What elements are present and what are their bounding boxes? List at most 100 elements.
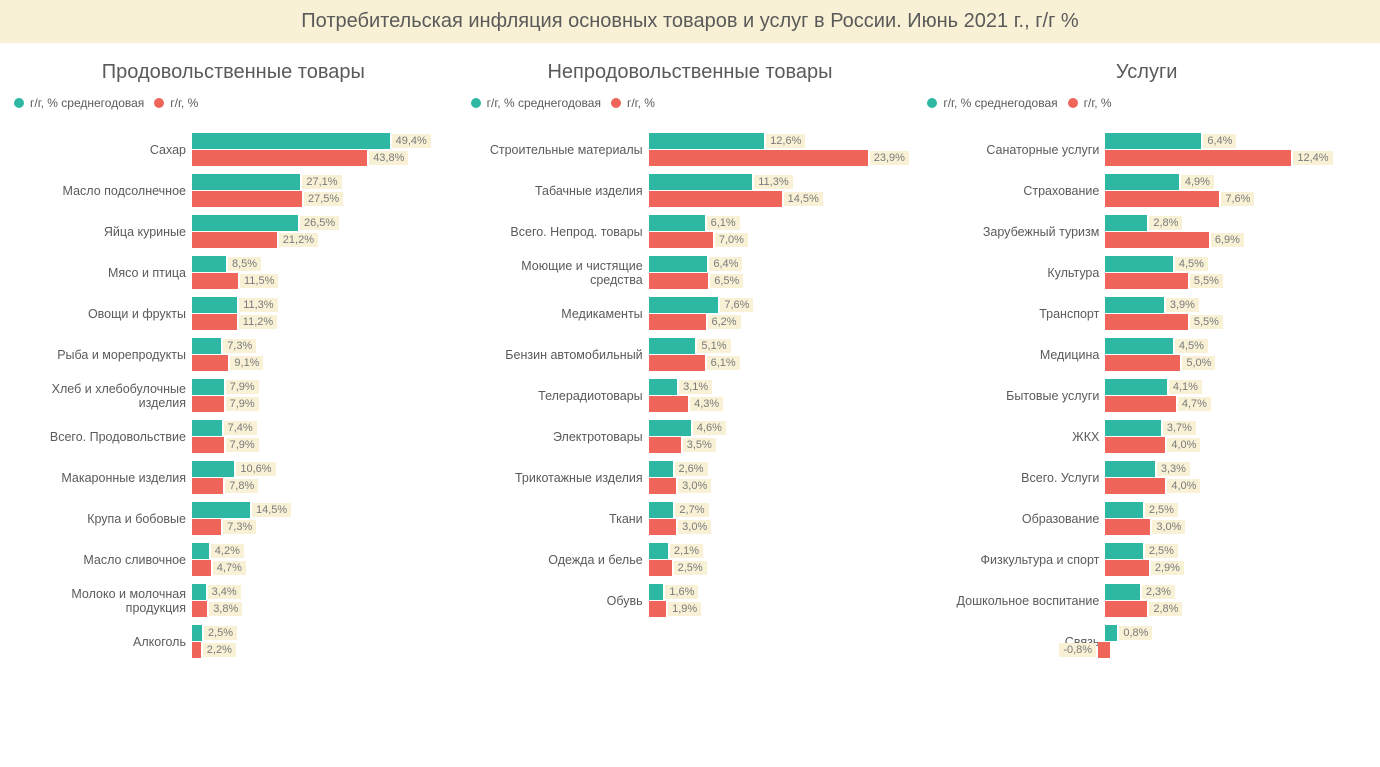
- chart-column: Непродовольственные товарыг/г, % среднег…: [467, 61, 914, 665]
- bar-wrap: 5,5%: [1105, 314, 1370, 330]
- value-label: 1,9%: [668, 602, 701, 616]
- bar-a: [1105, 133, 1201, 149]
- bar-a: [649, 174, 753, 190]
- value-label: 7,4%: [224, 421, 257, 435]
- bar-b: [649, 191, 782, 207]
- row-label: ЖКХ: [923, 430, 1105, 444]
- legend: г/г, % среднегодоваяг/г, %: [467, 96, 914, 110]
- bar-b: [1105, 437, 1165, 453]
- chart-row: Алкоголь2,5%2,2%: [10, 624, 457, 659]
- bars-wrap: 4,2%4,7%: [192, 542, 457, 577]
- chart-row: Всего. Услуги3,3%4,0%: [923, 460, 1370, 495]
- bars-wrap: 2,1%2,5%: [649, 542, 914, 577]
- chart-row: Связь0,8%-0,8%: [923, 624, 1370, 659]
- chart-row: Телерадиотовары3,1%4,3%: [467, 378, 914, 413]
- row-label: Сахар: [10, 143, 192, 157]
- value-label: 3,0%: [678, 479, 711, 493]
- bar-b: [192, 232, 277, 248]
- value-label: 3,9%: [1166, 298, 1199, 312]
- rows-container: Санаторные услуги6,4%12,4%Страхование4,9…: [923, 132, 1370, 659]
- chart-row: Яйца куриные26,5%21,2%: [10, 214, 457, 249]
- bars-wrap: 3,7%4,0%: [1105, 419, 1370, 454]
- chart-row: Молоко и молочная продукция3,4%3,8%: [10, 583, 457, 618]
- row-label: Молоко и молочная продукция: [10, 587, 192, 615]
- bar-b: [1105, 314, 1188, 330]
- bar-a: [649, 420, 691, 436]
- bars-wrap: 6,4%12,4%: [1105, 132, 1370, 167]
- value-label: 0,8%: [1119, 626, 1152, 640]
- row-label: Крупа и бобовые: [10, 512, 192, 526]
- bar-a: [192, 297, 237, 313]
- bar-wrap: 6,2%: [649, 314, 914, 330]
- bar-wrap: 9,1%: [192, 355, 457, 371]
- chart-row: Страхование4,9%7,6%: [923, 173, 1370, 208]
- bars-wrap: 14,5%7,3%: [192, 501, 457, 536]
- chart-row: Электротовары4,6%3,5%: [467, 419, 914, 454]
- bar-wrap: 4,3%: [649, 396, 914, 412]
- bar-a: [649, 461, 673, 477]
- value-label: -0,8%: [1059, 643, 1096, 657]
- bar-wrap: 4,7%: [1105, 396, 1370, 412]
- row-label: Масло подсолнечное: [10, 184, 192, 198]
- legend-swatch-b: [154, 98, 164, 108]
- legend-label-b: г/г, %: [627, 96, 655, 110]
- bar-b: [192, 355, 228, 371]
- bars-wrap: 2,7%3,0%: [649, 501, 914, 536]
- row-label: Транспорт: [923, 307, 1105, 321]
- value-label: 3,5%: [683, 438, 716, 452]
- bar-wrap: 21,2%: [192, 232, 457, 248]
- bars-wrap: 4,5%5,0%: [1105, 337, 1370, 372]
- bar-wrap: 26,5%: [192, 215, 457, 231]
- value-label: 2,7%: [675, 503, 708, 517]
- row-label: Зарубежный туризм: [923, 225, 1105, 239]
- legend-swatch-b: [611, 98, 621, 108]
- bar-b: [1105, 232, 1209, 248]
- bar-wrap: 10,6%: [192, 461, 457, 477]
- bars-wrap: 2,5%2,9%: [1105, 542, 1370, 577]
- bars-wrap: 4,5% 5,5%: [1105, 255, 1370, 290]
- bar-a: [649, 379, 677, 395]
- chart-row: Всего. Непрод. товары6,1%7,0%: [467, 214, 914, 249]
- bars-wrap: 3,9% 5,5%: [1105, 296, 1370, 331]
- bar-wrap: 6,4%: [1105, 133, 1370, 149]
- chart-row: Трикотажные изделия2,6%3,0%: [467, 460, 914, 495]
- value-label: 4,1%: [1169, 380, 1202, 394]
- value-label: 5,5%: [1190, 274, 1223, 288]
- bar-a: [1105, 379, 1167, 395]
- chart-row: Мясо и птица8,5%11,5%: [10, 255, 457, 290]
- value-label: 7,3%: [223, 339, 256, 353]
- value-label: 3,7%: [1163, 421, 1196, 435]
- bar-a: [192, 174, 300, 190]
- legend-label-a: г/г, % среднегодовая: [30, 96, 144, 110]
- value-label: 26,5%: [300, 216, 339, 230]
- value-label: 4,3%: [690, 397, 723, 411]
- bar-b: [192, 601, 207, 617]
- value-label: 4,2%: [211, 544, 244, 558]
- bars-wrap: 11,3%14,5%: [649, 173, 914, 208]
- bars-wrap: 3,3%4,0%: [1105, 460, 1370, 495]
- row-label: Культура: [923, 266, 1105, 280]
- value-label: 12,6%: [766, 134, 805, 148]
- value-label: 4,7%: [1178, 397, 1211, 411]
- bar-wrap: 3,4%: [192, 584, 457, 600]
- bars-wrap: 11,3%11,2%: [192, 296, 457, 331]
- bar-b: [649, 314, 706, 330]
- bar-wrap: 3,0%: [649, 478, 914, 494]
- bar-wrap: 4,5%: [1105, 256, 1370, 272]
- chart-row: Хлеб и хлебобулочные изделия7,9%7,9%: [10, 378, 457, 413]
- value-label: 7,9%: [226, 438, 259, 452]
- value-label: 4,6%: [693, 421, 726, 435]
- bar-b: [192, 396, 224, 412]
- value-label: 11,3%: [239, 298, 277, 312]
- chart-row: Строительные материалы12,6%23,9%: [467, 132, 914, 167]
- bars-wrap: 10,6%7,8%: [192, 460, 457, 495]
- bar-wrap: 3,7%: [1105, 420, 1370, 436]
- bar-b: [649, 560, 672, 576]
- rows-container: Сахар49,4%43,8%Масло подсолнечное27,1%27…: [10, 132, 457, 659]
- bars-wrap: 2,8%6,9%: [1105, 214, 1370, 249]
- bar-wrap: 2,9%: [1105, 560, 1370, 576]
- value-label: 2,8%: [1149, 602, 1182, 616]
- row-label: Физкультура и спорт: [923, 553, 1105, 567]
- bar-a: [192, 461, 234, 477]
- bar-wrap: 1,9%: [649, 601, 914, 617]
